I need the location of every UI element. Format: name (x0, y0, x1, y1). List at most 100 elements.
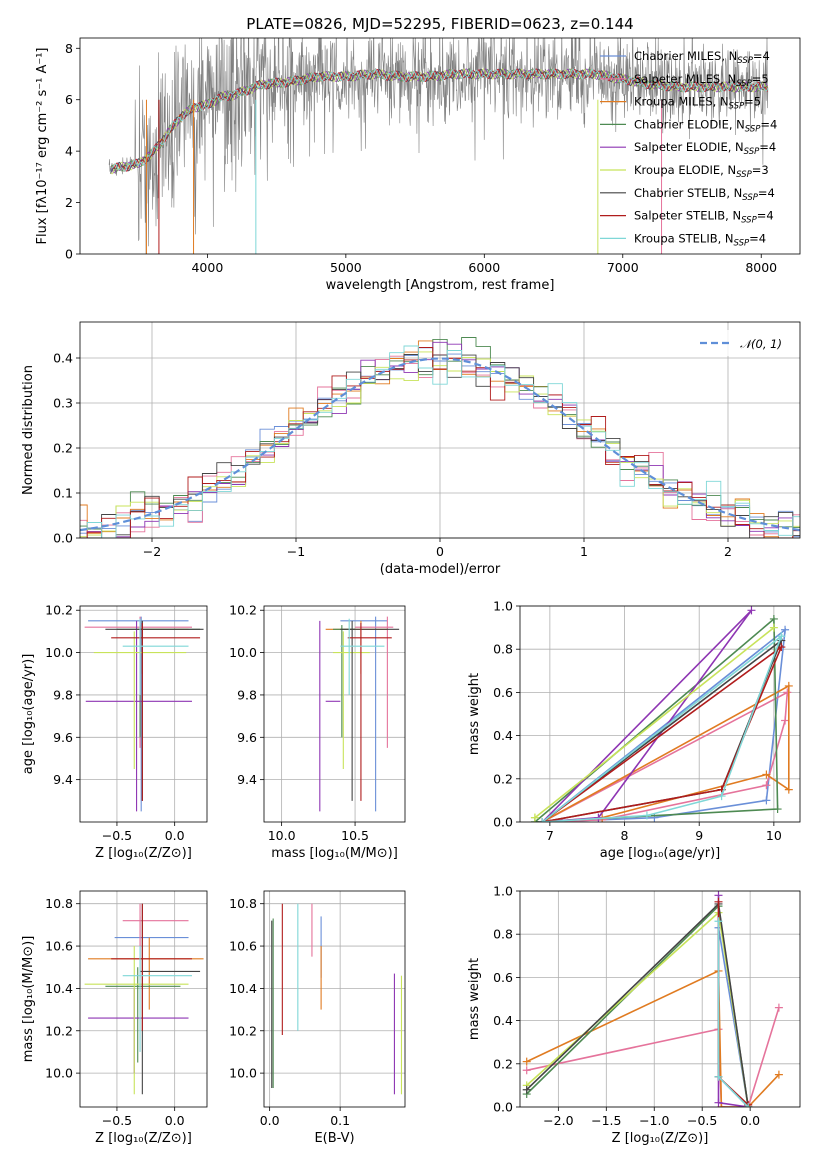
y-tick-label: 1.0 (493, 599, 513, 614)
y-tick-label: 0.4 (53, 351, 73, 366)
plus-marker (642, 811, 651, 820)
y-tick-label: 2 (65, 195, 73, 210)
plot-area (84, 616, 204, 812)
y-axis-label: Normed distribution (21, 365, 36, 495)
y-tick-label: 0.2 (493, 771, 513, 786)
panel-age_vs_Z: −0.5 0.0 9.4 9.6 9.8 10.0 10.2 Z [log₁₀(Z/Z⊙)] a… (21, 603, 208, 861)
histogram-step (80, 341, 800, 538)
histogram-step (80, 347, 800, 538)
y-tick-label: 9.8 (237, 687, 257, 702)
x-tick-label: 4000 (191, 260, 223, 275)
x-axis-label: Z [log₁₀(Z/Z⊙)] (612, 1131, 709, 1146)
y-tick-label: 0.8 (493, 927, 513, 942)
plus-marker (762, 796, 771, 805)
plus-marker (783, 688, 792, 697)
histogram-step (80, 345, 800, 538)
y-tick-label: 1.0 (493, 884, 513, 899)
x-tick-label: 0.0 (740, 1113, 760, 1128)
panel-spectrum: 4000 5000 6000 7000 8000 0 2 4 6 8 wavelength [Ang… (35, 37, 801, 293)
x-tick-label: 7000 (607, 260, 639, 275)
plus-marker (714, 917, 723, 926)
axes-frame (519, 605, 801, 823)
y-tick-label: 0.2 (493, 1056, 513, 1071)
x-tick-label: −2 (143, 544, 161, 559)
axes-frame (79, 890, 208, 1108)
x-tick-label: 0.0 (165, 828, 185, 843)
plus-marker (777, 643, 786, 652)
y-tick-label: 10.8 (45, 896, 73, 911)
plus-marker (777, 632, 786, 641)
panel-age_vs_mass: 10.0 10.5 9.4 9.6 9.8 10.0 10.2 mass [log₁₀(M/M… (229, 603, 406, 861)
legend: Chabrier MILES, NSSP=4 Salpeter MILES, NS… (600, 49, 777, 248)
mass-weight-line (542, 684, 790, 822)
y-tick-label: 10.6 (45, 939, 73, 954)
legend-box (692, 330, 794, 356)
plot-area (319, 616, 400, 812)
y-tick-label: 10.8 (229, 896, 257, 911)
y-tick-label: 9.4 (237, 772, 257, 787)
panel-mass_vs_Z: −0.5 0.0 10.0 10.2 10.4 10.6 10.8 Z [log₁₀(Z/Z⊙… (21, 890, 208, 1146)
plus-marker (784, 785, 793, 794)
x-tick-label: 10.5 (341, 828, 369, 843)
plus-marker (714, 897, 723, 906)
data-spectrum-line (108, 38, 769, 254)
x-tick-label: 2 (724, 544, 732, 559)
plus-marker (714, 1098, 723, 1107)
axes-frame (79, 321, 801, 539)
plus-marker (781, 625, 790, 634)
y-tick-label: 0.8 (493, 642, 513, 657)
plus-marker (522, 1066, 531, 1075)
y-tick-label: 9.6 (53, 730, 73, 745)
y-tick-label: 10.4 (45, 981, 73, 996)
plus-marker (522, 1057, 531, 1066)
axes-frame (263, 605, 406, 823)
y-tick-label: 10.6 (229, 939, 257, 954)
plus-marker (522, 1085, 531, 1094)
plot-area (80, 337, 800, 538)
x-tick-label: −2.0 (543, 1113, 573, 1128)
panel-mass_weight_vs_age: 7 8 9 10 0.0 0.2 0.4 0.6 0.8 1.0 age [log₁₀(age/yr… (467, 599, 801, 861)
y-tick-label: 0.6 (493, 685, 513, 700)
x-axis-label: wavelength [Angstrom, rest frame] (326, 278, 555, 293)
legend-label: Kroupa ELODIE, NSSP=3 (634, 163, 769, 180)
plus-marker (769, 623, 778, 632)
y-tick-label: 4 (65, 144, 73, 159)
x-tick-label: 1 (580, 544, 588, 559)
mass-weight-line (541, 644, 784, 822)
y-tick-label: 0.2 (53, 441, 73, 456)
x-tick-label: 6000 (468, 260, 500, 275)
plot-area (108, 38, 769, 254)
panel-mass_weight_vs_Z: −2.0 −1.5 −1.0 −0.5 0.0 0.0 0.2 0.4 0.6 0.8 1.0 Z [… (467, 884, 801, 1146)
plus-marker (744, 1103, 753, 1107)
y-axis-label: mass [log₁₀(M/M⊙)] (21, 936, 36, 1063)
x-tick-label: 0.1 (330, 1113, 350, 1128)
x-tick-label: 0 (436, 544, 444, 559)
plus-marker (747, 606, 756, 615)
y-tick-label: 0.0 (493, 815, 513, 830)
x-tick-label: 9 (695, 828, 703, 843)
plus-marker (530, 813, 539, 822)
legend-label: Kroupa MILES, NSSP=5 (634, 95, 761, 112)
plus-marker (774, 1070, 783, 1079)
legend-label: Kroupa STELIB, NSSP=4 (634, 231, 766, 248)
y-tick-label: 10.0 (229, 645, 257, 660)
panel-residual_hist: −2 −1 0 1 2 0.0 0.1 0.2 0.3 0.4 (data-model)/error… (21, 321, 801, 577)
normal-curve (80, 357, 800, 532)
y-tick-label: 10.0 (229, 1066, 257, 1081)
y-tick-label: 10.2 (45, 1023, 73, 1038)
y-axis-label: age [log₁₀(age/yr)] (21, 654, 36, 775)
x-tick-label: 8000 (745, 260, 777, 275)
y-axis-label: mass weight (467, 673, 482, 755)
x-axis-label: (data-model)/error (380, 562, 501, 577)
x-tick-label: 8 (621, 828, 629, 843)
mass-weight-line (534, 617, 779, 822)
plus-marker (714, 1072, 723, 1081)
y-tick-label: 8 (65, 41, 73, 56)
y-tick-label: 10.2 (45, 603, 73, 618)
plus-marker (717, 1103, 726, 1107)
plus-marker (762, 781, 771, 790)
plus-marker (784, 681, 793, 690)
x-axis-label: mass [log₁₀(M/M⊙)] (271, 846, 398, 861)
x-tick-label: 0.0 (165, 1113, 185, 1128)
legend-label: Chabrier STELIB, NSSP=4 (634, 186, 775, 203)
